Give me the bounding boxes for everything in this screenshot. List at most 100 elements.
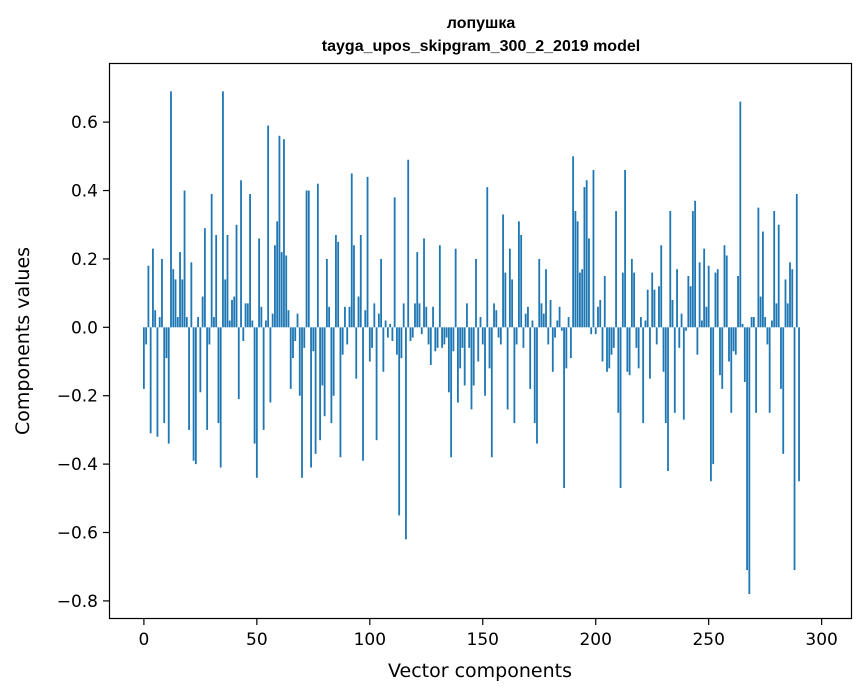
y-tick-label-1: −0.6: [57, 524, 98, 544]
bar-229: [660, 245, 663, 328]
bar-81: [325, 258, 328, 328]
bar-104: [377, 313, 380, 328]
bar-214: [626, 327, 629, 372]
bar-274: [761, 231, 764, 328]
bar-134: [445, 327, 448, 338]
bar-31: [213, 317, 215, 328]
bar-290: [798, 327, 800, 482]
bar-216: [630, 258, 633, 328]
bar-5: [154, 310, 157, 328]
bar-181: [551, 327, 554, 372]
bar-261: [732, 327, 735, 352]
bar-176: [540, 303, 543, 328]
bar-58: [274, 245, 276, 328]
bar-105: [380, 258, 382, 328]
bar-275: [764, 317, 767, 328]
bar-21: [190, 262, 193, 328]
bar-144: [468, 327, 471, 348]
bar-133: [443, 327, 446, 345]
bar-130: [436, 327, 439, 348]
bar-143: [466, 303, 468, 328]
bar-254: [716, 269, 719, 328]
bar-77: [316, 183, 319, 328]
bar-96: [359, 234, 362, 328]
bar-238: [680, 313, 683, 328]
bar-265: [741, 323, 744, 328]
bar-127: [429, 327, 432, 365]
bar-88: [341, 327, 344, 355]
bar-249: [705, 306, 708, 328]
bar-125: [425, 306, 428, 328]
bar-57: [271, 313, 274, 328]
bar-241: [687, 276, 690, 328]
bar-185: [560, 327, 563, 331]
bar-283: [782, 327, 785, 454]
bar-284: [784, 279, 787, 328]
bar-202: [599, 299, 602, 328]
bar-42: [237, 327, 240, 400]
bar-260: [730, 327, 733, 413]
bar-11: [167, 327, 170, 444]
bar-75: [312, 327, 315, 352]
y-axis-ticks: −0.8 −0.6 −0.4 −0.2 0.0 0.2 0.4 0.6: [57, 113, 110, 612]
bar-118: [409, 327, 412, 341]
bar-190: [572, 156, 575, 328]
y-axis-label: Components values: [12, 247, 34, 435]
bar-117: [407, 159, 410, 328]
bar-153: [488, 327, 491, 369]
bar-219: [637, 327, 640, 369]
bar-280: [775, 303, 778, 328]
bar-23: [194, 327, 197, 465]
bar-24: [197, 317, 200, 328]
bar-80: [323, 327, 326, 417]
bar-39: [231, 299, 233, 328]
bar-27: [203, 228, 206, 328]
bar-30: [210, 193, 213, 328]
bar-232: [667, 327, 669, 471]
bar-147: [475, 258, 477, 328]
bar-255: [719, 327, 721, 376]
bar-227: [655, 327, 658, 345]
bar-162: [508, 248, 511, 328]
bar-268: [748, 327, 751, 595]
bar-71: [303, 327, 306, 348]
bar-277: [768, 327, 771, 413]
bar-226: [653, 289, 656, 328]
bar-158: [499, 327, 502, 345]
bar-120: [414, 303, 416, 328]
bar-44: [242, 327, 245, 341]
bar-218: [635, 327, 638, 348]
bar-161: [506, 327, 509, 410]
bar-281: [777, 224, 780, 328]
bar-220: [640, 317, 642, 328]
bar-164: [513, 327, 516, 424]
bar-139: [457, 327, 459, 403]
bar-169: [524, 313, 527, 328]
bar-19: [185, 317, 188, 328]
bar-123: [420, 327, 423, 335]
bar-212: [621, 272, 624, 328]
bar-266: [743, 327, 746, 383]
bar-137: [452, 327, 455, 352]
bar-146: [472, 327, 475, 386]
bar-101: [371, 327, 373, 348]
bar-253: [714, 272, 717, 328]
bar-211: [619, 327, 622, 489]
bar-72: [305, 190, 308, 328]
bar-102: [373, 303, 376, 328]
bar-258: [725, 255, 728, 328]
bar-267: [746, 327, 748, 571]
bar-152: [486, 187, 489, 328]
bar-20: [188, 327, 190, 430]
bar-278: [771, 320, 773, 328]
x-tick-label-3: 150: [467, 630, 499, 650]
y-tick-label-5: 0.2: [71, 250, 98, 270]
bar-79: [321, 327, 324, 386]
bar-179: [547, 327, 550, 345]
bar-95: [357, 296, 360, 328]
bar-98: [364, 310, 367, 328]
bar-122: [418, 303, 421, 328]
bar-149: [479, 317, 482, 328]
bar-55: [267, 125, 270, 328]
y-tick-label-4: 0.0: [71, 318, 98, 338]
